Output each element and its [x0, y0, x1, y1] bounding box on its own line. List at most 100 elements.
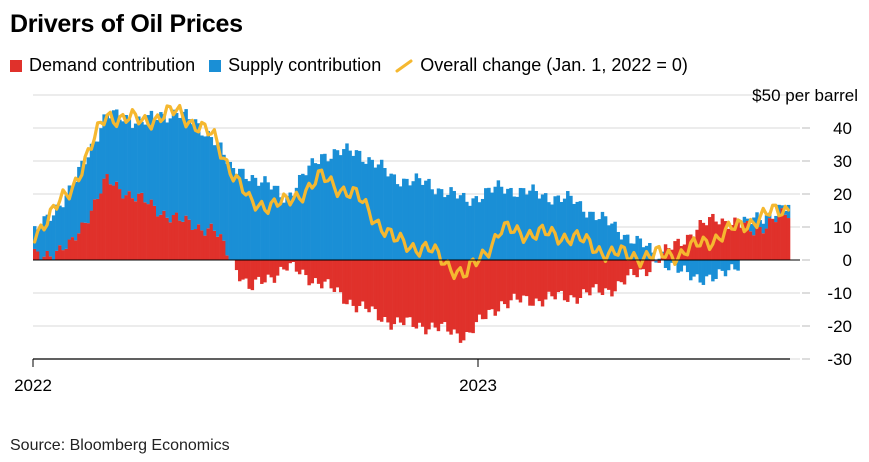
- demand-bar: [525, 260, 529, 297]
- supply-bar: [143, 124, 147, 203]
- supply-bar: [395, 184, 400, 260]
- y-unit-label: $50 per barrel: [752, 86, 858, 105]
- supply-bar: [736, 260, 740, 271]
- demand-bar: [607, 260, 611, 290]
- demand-bar: [338, 260, 343, 293]
- supply-bar: [455, 198, 460, 260]
- supply-bar: [165, 122, 169, 218]
- demand-bar: [509, 260, 513, 301]
- supply-bar: [140, 121, 144, 193]
- demand-bar: [48, 256, 53, 260]
- demand-bar: [603, 260, 608, 289]
- supply-bar: [761, 223, 766, 234]
- supply-bar: [711, 260, 715, 282]
- demand-bar: [512, 260, 516, 294]
- demand-bar: [345, 260, 349, 305]
- supply-bar: [203, 136, 207, 236]
- supply-bar: [641, 247, 646, 260]
- demand-bar: [436, 260, 441, 332]
- demand-bar: [723, 221, 728, 260]
- supply-bar: [285, 195, 289, 260]
- demand-bar: [184, 215, 188, 260]
- supply-bar: [449, 187, 453, 260]
- demand-bar: [405, 260, 409, 318]
- supply-bar: [115, 109, 119, 182]
- supply-bar: [171, 109, 176, 216]
- supply-bar: [471, 198, 475, 260]
- demand-bar: [408, 260, 412, 318]
- demand-bar: [402, 260, 406, 326]
- demand-bar: [348, 260, 352, 300]
- demand-bar: [253, 260, 258, 280]
- supply-bar: [342, 149, 346, 260]
- supply-bar: [247, 181, 251, 260]
- demand-bar: [496, 260, 501, 312]
- demand-bar: [616, 260, 620, 282]
- demand-bar: [480, 260, 485, 320]
- supply-bar: [121, 121, 125, 199]
- demand-bar: [61, 250, 65, 260]
- supply-bar: [244, 178, 248, 260]
- supply-bar: [86, 157, 91, 224]
- supply-bar: [443, 197, 447, 260]
- demand-bar: [130, 198, 135, 260]
- demand-bar: [361, 260, 365, 302]
- supply-bar: [578, 201, 583, 260]
- supply-bar: [228, 161, 233, 260]
- demand-bar: [663, 244, 668, 260]
- supply-bar: [370, 159, 374, 260]
- demand-bar: [70, 237, 75, 260]
- demand-bar: [275, 260, 280, 276]
- demand-bar: [594, 260, 598, 285]
- demand-bar: [379, 260, 384, 322]
- supply-bar: [389, 173, 393, 260]
- supply-bar: [663, 260, 668, 268]
- demand-bar: [572, 260, 576, 298]
- supply-bar: [105, 115, 109, 175]
- supply-bar: [458, 195, 463, 260]
- demand-bar: [178, 220, 182, 260]
- supply-bar: [256, 185, 261, 260]
- demand-bar: [272, 260, 277, 283]
- demand-bar: [354, 260, 359, 313]
- supply-bar: [51, 215, 56, 260]
- supply-bar: [348, 150, 352, 260]
- supply-bar: [36, 229, 40, 252]
- demand-bar: [666, 248, 671, 260]
- supply-bar: [550, 204, 554, 260]
- supply-bar: [329, 158, 333, 260]
- demand-bar: [149, 199, 154, 260]
- supply-bar: [250, 175, 255, 260]
- demand-bar: [58, 245, 62, 260]
- supply-bar: [133, 123, 138, 202]
- supply-bar: [379, 159, 384, 260]
- supply-bar: [521, 188, 526, 260]
- demand-bar: [102, 178, 106, 260]
- demand-bar: [313, 260, 318, 279]
- demand-bar: [786, 218, 791, 260]
- demand-bar: [566, 260, 570, 302]
- supply-bar: [42, 216, 46, 257]
- supply-bar: [777, 204, 781, 215]
- supply-bar: [338, 155, 343, 260]
- demand-bar: [471, 260, 475, 334]
- supply-bar: [215, 143, 220, 237]
- supply-bar: [446, 194, 450, 260]
- demand-bar: [162, 210, 166, 260]
- demand-bar: [386, 260, 390, 323]
- supply-bar: [332, 149, 337, 260]
- supply-bar: [386, 176, 390, 260]
- supply-bar: [666, 260, 671, 271]
- demand-bar: [282, 260, 286, 270]
- supply-bar: [509, 187, 513, 260]
- supply-bar: [162, 114, 166, 211]
- demand-bar: [420, 260, 425, 327]
- demand-bar: [534, 260, 538, 299]
- demand-bar: [452, 260, 456, 330]
- bars: [33, 109, 791, 343]
- y-tick-label: 40: [833, 119, 852, 138]
- supply-bar: [316, 164, 321, 260]
- demand-bar: [468, 260, 472, 333]
- supply-bar: [39, 227, 43, 260]
- demand-bar: [600, 260, 605, 296]
